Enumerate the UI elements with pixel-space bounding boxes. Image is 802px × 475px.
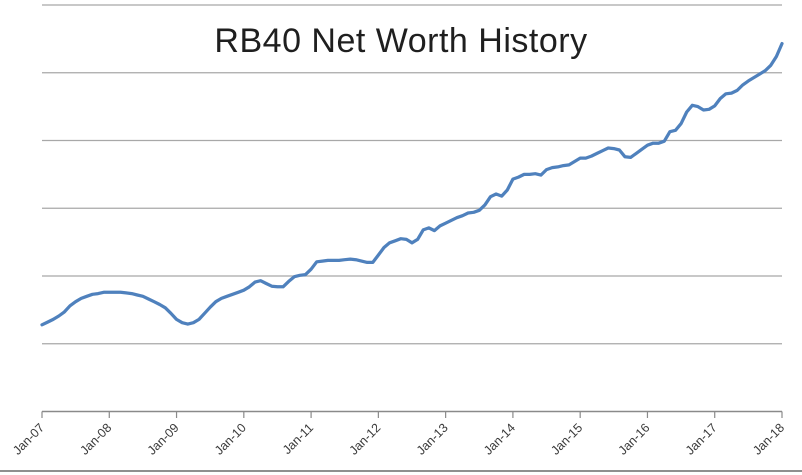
x-axis-label: Jan-17 [683,421,720,458]
x-axis-label: Jan-18 [750,421,787,458]
x-axis-label: Jan-09 [145,421,182,458]
x-axis-label: Jan-14 [481,421,518,458]
x-axis-label: Jan-16 [616,421,653,458]
x-axis-label: Jan-11 [280,421,316,457]
x-axis-label: Jan-12 [347,421,384,458]
x-axis-label: Jan-10 [212,421,249,458]
chart-title: RB40 Net Worth History [214,22,588,60]
bottom-border [0,470,802,472]
x-axis-label: Jan-07 [10,421,47,458]
x-axis-label: Jan-08 [77,421,114,458]
networth-series-line [40,41,784,327]
x-axis-label: Jan-13 [414,421,451,458]
x-axis-label: Jan-15 [548,421,585,458]
